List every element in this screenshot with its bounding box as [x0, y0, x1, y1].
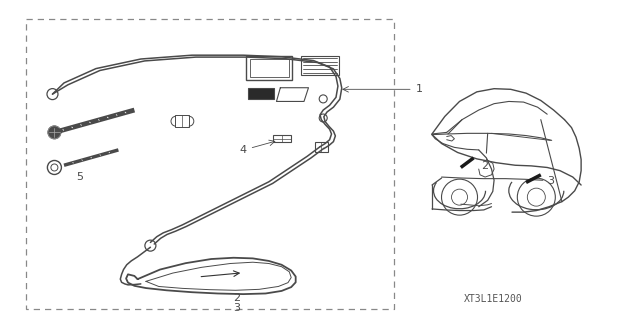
Bar: [273, 135, 291, 142]
Text: XT3L1E1200: XT3L1E1200: [463, 294, 522, 304]
Text: 2: 2: [233, 293, 241, 303]
Text: 3: 3: [547, 176, 554, 186]
Bar: [26, 19, 394, 309]
Bar: [301, 56, 339, 75]
Bar: [248, 88, 274, 99]
Text: 4: 4: [239, 145, 247, 155]
Text: 2: 2: [481, 161, 488, 171]
Bar: [246, 56, 292, 80]
Circle shape: [48, 126, 61, 139]
Bar: [175, 115, 189, 127]
Bar: [250, 59, 289, 77]
Text: 3: 3: [234, 303, 240, 313]
Text: 5: 5: [77, 172, 83, 182]
Text: 1: 1: [416, 84, 423, 94]
